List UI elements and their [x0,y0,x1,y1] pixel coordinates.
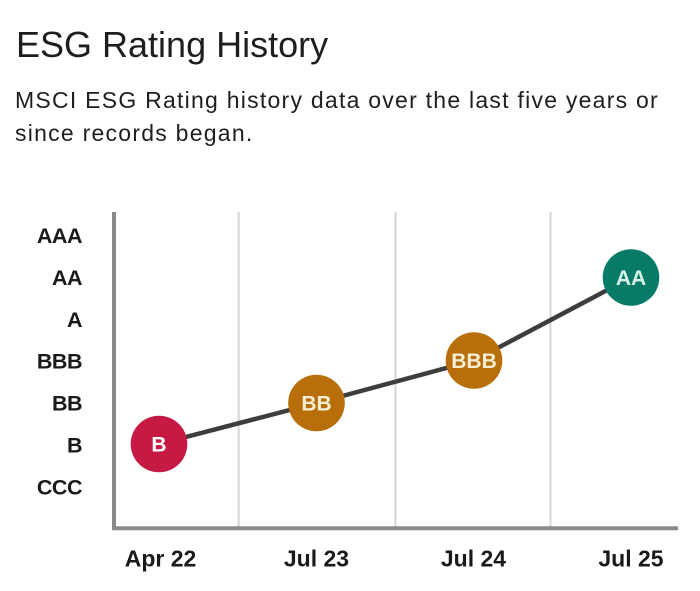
svg-text:Jul 25: Jul 25 [598,546,663,572]
svg-text:AAA: AAA [37,224,82,248]
svg-text:Jul 23: Jul 23 [284,546,349,572]
svg-text:CCC: CCC [37,475,82,499]
svg-text:BB: BB [52,391,82,415]
svg-text:AA: AA [616,267,646,290]
svg-text:B: B [67,433,82,457]
svg-text:BBB: BBB [37,349,82,373]
svg-text:A: A [67,308,82,332]
svg-text:Jul 24: Jul 24 [441,546,506,572]
svg-text:AA: AA [52,266,82,290]
svg-text:BBB: BBB [451,350,497,373]
svg-text:Apr 22: Apr 22 [125,546,197,572]
svg-text:B: B [151,433,166,456]
svg-text:BB: BB [301,392,331,415]
